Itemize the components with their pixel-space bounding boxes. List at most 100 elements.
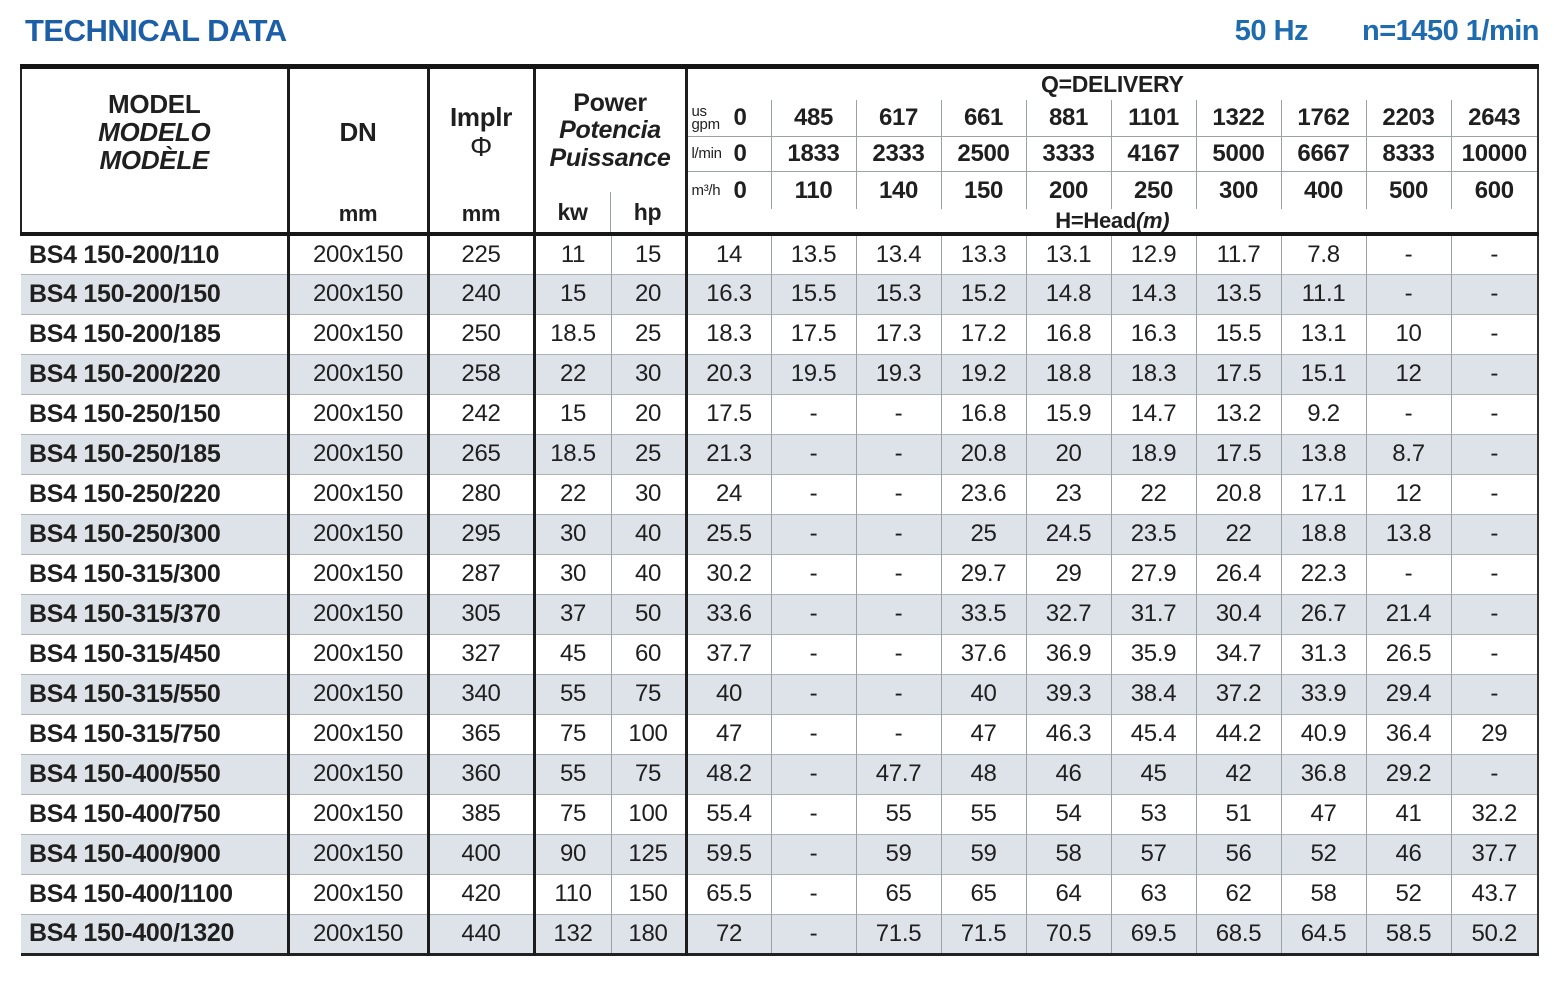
head-value-cell: 13.5 [1195, 273, 1282, 314]
head-value-cell: 48 [940, 753, 1027, 794]
table-row: BS4 150-200/185 200x150 250 18.5 25 18.3 17.5 1… [21, 313, 1539, 354]
head-value-cell: 18.3 [1110, 353, 1197, 394]
head-value-cell: 53 [1110, 793, 1197, 834]
head-value-cell: 13.5 [770, 232, 857, 274]
impeller-header-label: Implr [449, 101, 513, 132]
gpm-unit-line1: us [691, 102, 708, 120]
impeller-cell: 385 [428, 793, 536, 834]
head-value-cell: 17.3 [855, 313, 942, 354]
delivery-lmin-value: 1833 [770, 136, 857, 172]
head-value-cell: 15.5 [770, 273, 857, 314]
head-value-cell: - [770, 833, 857, 874]
delivery-m3h-value: 110 [770, 171, 857, 209]
head-value-cell: 29.2 [1365, 753, 1452, 794]
kw-cell: 45 [534, 633, 612, 674]
head-value-cell: 48.2 [686, 753, 772, 794]
head-value-cell: 37.6 [940, 633, 1027, 674]
impeller-cell: 250 [428, 313, 536, 354]
head-value-cell: 58 [1280, 873, 1367, 914]
table-row: BS4 150-315/300 200x150 287 30 40 30.2- -29.7 2… [21, 553, 1539, 594]
model-cell: BS4 150-315/750 [21, 713, 290, 754]
delivery-m3h-value: 150 [940, 171, 1027, 209]
head-value-cell: 16.8 [1025, 313, 1112, 354]
head-value-cell: 24.5 [1025, 513, 1112, 554]
head-value-cell: 10 [1365, 313, 1452, 354]
head-value-cell: 58 [1025, 833, 1112, 874]
head-value-cell: 17.5 [1195, 433, 1282, 474]
head-value-cell: - [770, 473, 857, 514]
model-cell: BS4 150-315/300 [21, 553, 290, 594]
head-value-cell: 31.7 [1110, 593, 1197, 634]
hp-cell: 75 [611, 753, 688, 794]
head-value-cell: 15.2 [940, 273, 1027, 314]
head-value-cell: 16.3 [1110, 313, 1197, 354]
head-value-cell: 21.3 [686, 433, 772, 474]
head-value-cell: 25 [940, 513, 1027, 554]
head-value-cell: 40.9 [1280, 713, 1367, 754]
dn-header-label: DN [339, 116, 377, 147]
head-value-cell: 43.7 [1450, 873, 1539, 914]
gpm-unit-line2: gpm [691, 115, 721, 133]
head-value-cell: 51 [1195, 793, 1282, 834]
head-value-cell: - [770, 873, 857, 914]
model-header-en: MODEL [108, 88, 201, 119]
head-value-cell: 39.3 [1025, 673, 1112, 714]
delivery-gpm-value: 2643 [1450, 99, 1539, 137]
dn-cell: 200x150 [288, 913, 430, 954]
head-value-cell: 20.8 [1195, 473, 1282, 514]
dn-cell: 200x150 [288, 553, 430, 594]
lmin-zero-value: 0 [733, 140, 747, 168]
head-value-cell: 52 [1280, 833, 1367, 874]
page-title: TECHNICAL DATA [25, 13, 287, 48]
impeller-cell: 258 [428, 353, 536, 394]
kw-cell: 37 [534, 593, 612, 634]
delivery-lmin-row: l/min 0 1833 2333 2500 3333 4167 5000 6667 8333… [21, 136, 1539, 172]
head-value-cell: - [770, 553, 857, 594]
dn-cell: 200x150 [288, 633, 430, 674]
power-header-en: Power [573, 89, 647, 118]
head-value-cell: - [1450, 473, 1539, 514]
head-value-cell: 20 [1025, 433, 1112, 474]
head-value-cell: 29.4 [1365, 673, 1452, 714]
hp-cell: 20 [611, 273, 688, 314]
head-value-cell: 71.5 [855, 913, 942, 954]
dn-cell: 200x150 [288, 673, 430, 714]
head-value-cell: - [770, 593, 857, 634]
head-value-cell: - [1365, 393, 1452, 434]
delivery-m3h-value: 400 [1280, 171, 1367, 209]
head-value-cell: 52 [1365, 873, 1452, 914]
head-value-cell: 68.5 [1195, 913, 1282, 954]
hp-unit-label: hp [609, 192, 683, 232]
head-value-cell: - [1450, 513, 1539, 554]
head-value-cell: - [770, 913, 857, 954]
delivery-lmin-value: 8333 [1365, 136, 1452, 172]
dn-cell: 200x150 [288, 753, 430, 794]
impeller-cell: 327 [428, 633, 536, 674]
head-value-cell: 35.9 [1110, 633, 1197, 674]
head-value-cell: 64 [1025, 873, 1112, 914]
head-value-cell: - [1450, 353, 1539, 394]
head-value-cell: 17.1 [1280, 473, 1367, 514]
table-row: BS4 150-400/750 200x150 385 75 100 55.4-55 55 5… [21, 793, 1539, 834]
head-value-cell: 20.8 [940, 433, 1027, 474]
head-value-cell: 12.9 [1110, 232, 1197, 274]
delivery-gpm-value: 1322 [1195, 99, 1282, 137]
head-value-cell: - [1365, 232, 1452, 274]
model-header-es: MODELO [98, 116, 211, 147]
impeller-cell: 287 [428, 553, 536, 594]
delivery-gpm-value: 1762 [1280, 99, 1367, 137]
head-value-cell: 47 [940, 713, 1027, 754]
delivery-gpm-value: 881 [1025, 99, 1112, 137]
kw-cell: 55 [534, 753, 612, 794]
kw-cell: 22 [534, 473, 612, 514]
head-value-cell: 65.5 [686, 873, 772, 914]
kw-cell: 18.5 [534, 433, 612, 474]
head-value-cell: 45.4 [1110, 713, 1197, 754]
delivery-lmin-value: 6667 [1280, 136, 1367, 172]
head-value-cell: - [855, 593, 942, 634]
dn-header-unit: mm [338, 201, 378, 227]
head-value-cell: - [1450, 273, 1539, 314]
head-value-cell: 12 [1365, 473, 1452, 514]
delivery-lmin-value: 2333 [855, 136, 942, 172]
head-value-cell: 8.7 [1365, 433, 1452, 474]
